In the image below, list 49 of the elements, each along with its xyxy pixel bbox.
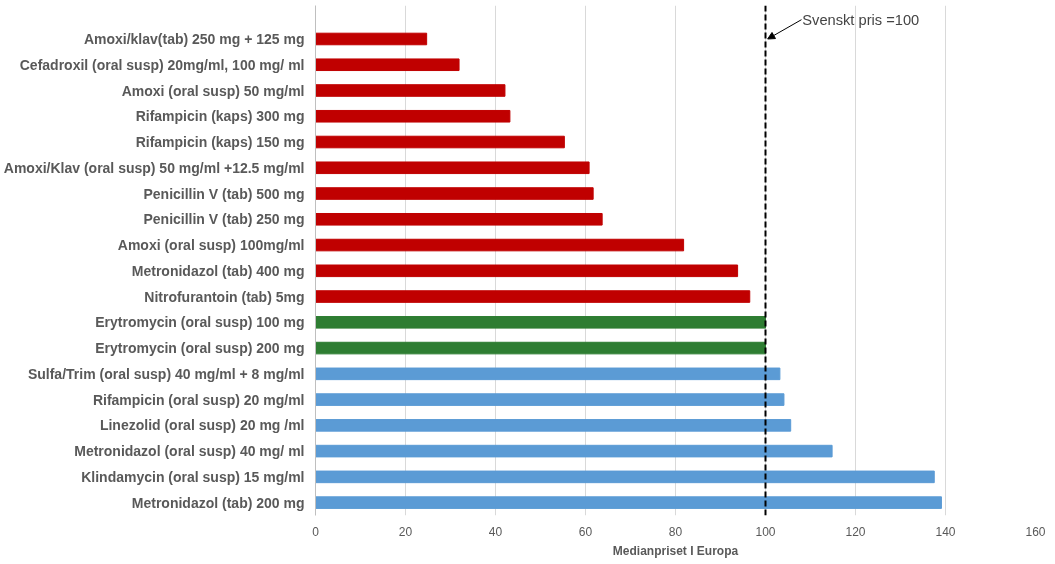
y-tick-label: Cefadroxil (oral susp) 20mg/ml, 100 mg/ ml: [19, 56, 305, 73]
bar: [315, 58, 460, 72]
bar: [315, 470, 935, 484]
bar: [315, 393, 785, 406]
y-tick-label: Nitrofurantoin (tab) 5mg: [144, 288, 305, 305]
y-tick-label: Erytromycin (oral susp) 100 mg: [95, 314, 305, 331]
y-tick-label: Sulfa/Trim (oral susp) 40 mg/ml + 8 mg/ml: [27, 365, 305, 382]
bar: [315, 367, 781, 381]
x-tick-label: 20: [398, 524, 413, 539]
bar: [315, 341, 766, 355]
y-tick-label: Rifampicin (kaps) 150 mg: [135, 134, 305, 151]
x-tick-label: 0: [312, 524, 320, 539]
y-tick-label: Erytromycin (oral susp) 200 mg: [95, 340, 305, 357]
x-tick-label: 60: [578, 524, 593, 539]
bar: [315, 212, 603, 226]
y-tick-label: Amoxi/klav(tab) 250 mg + 125 mg: [83, 30, 305, 47]
bar: [315, 238, 685, 252]
y-tick-label: Penicillin V (tab) 500 mg: [143, 185, 305, 202]
bar: [315, 264, 739, 278]
x-tick-label: 140: [935, 524, 956, 539]
bar: [315, 32, 428, 46]
bar: [315, 444, 833, 458]
bar: [315, 316, 766, 329]
y-tick-label: Rifampicin (kaps) 300 mg: [135, 108, 305, 125]
x-tick-label: 40: [488, 524, 503, 539]
bar: [315, 161, 590, 175]
y-tick-label: Metronidazol (oral susp) 40 mg/ ml: [74, 443, 305, 460]
y-tick-label: Klindamycin (oral susp) 15 mg/ml: [81, 468, 305, 485]
bar: [315, 419, 792, 432]
x-tick-label: 100: [755, 524, 776, 539]
y-tick-label: Penicillin V (tab) 250 mg: [143, 211, 305, 228]
y-tick-label: Rifampicin (oral susp) 20 mg/ml: [92, 391, 305, 408]
y-tick-label: Amoxi (oral susp) 100mg/ml: [117, 237, 305, 254]
x-axis-title: Medianpriset I Europa: [612, 543, 739, 558]
bar: [315, 109, 511, 123]
y-tick-label: Amoxi/Klav (oral susp) 50 mg/ml +12.5 mg/ml: [3, 159, 305, 176]
y-tick-label: Linezolid (oral susp) 20 mg /ml: [99, 417, 305, 434]
x-tick-label: 120: [845, 524, 866, 539]
bar: [315, 187, 594, 200]
x-tick-label: 160: [1025, 524, 1046, 539]
ref-line-label: Svenskt pris =100: [802, 11, 920, 28]
x-tick-label: 80: [668, 524, 683, 539]
y-tick-label: Amoxi (oral susp) 50 mg/ml: [121, 82, 305, 99]
y-tick-label: Metronidazol (tab) 200 mg: [131, 494, 305, 511]
bar: [315, 496, 942, 509]
bar: [315, 84, 506, 97]
y-tick-label: Metronidazol (tab) 400 mg: [131, 262, 305, 279]
bar: [315, 135, 565, 149]
bar: [315, 290, 751, 303]
